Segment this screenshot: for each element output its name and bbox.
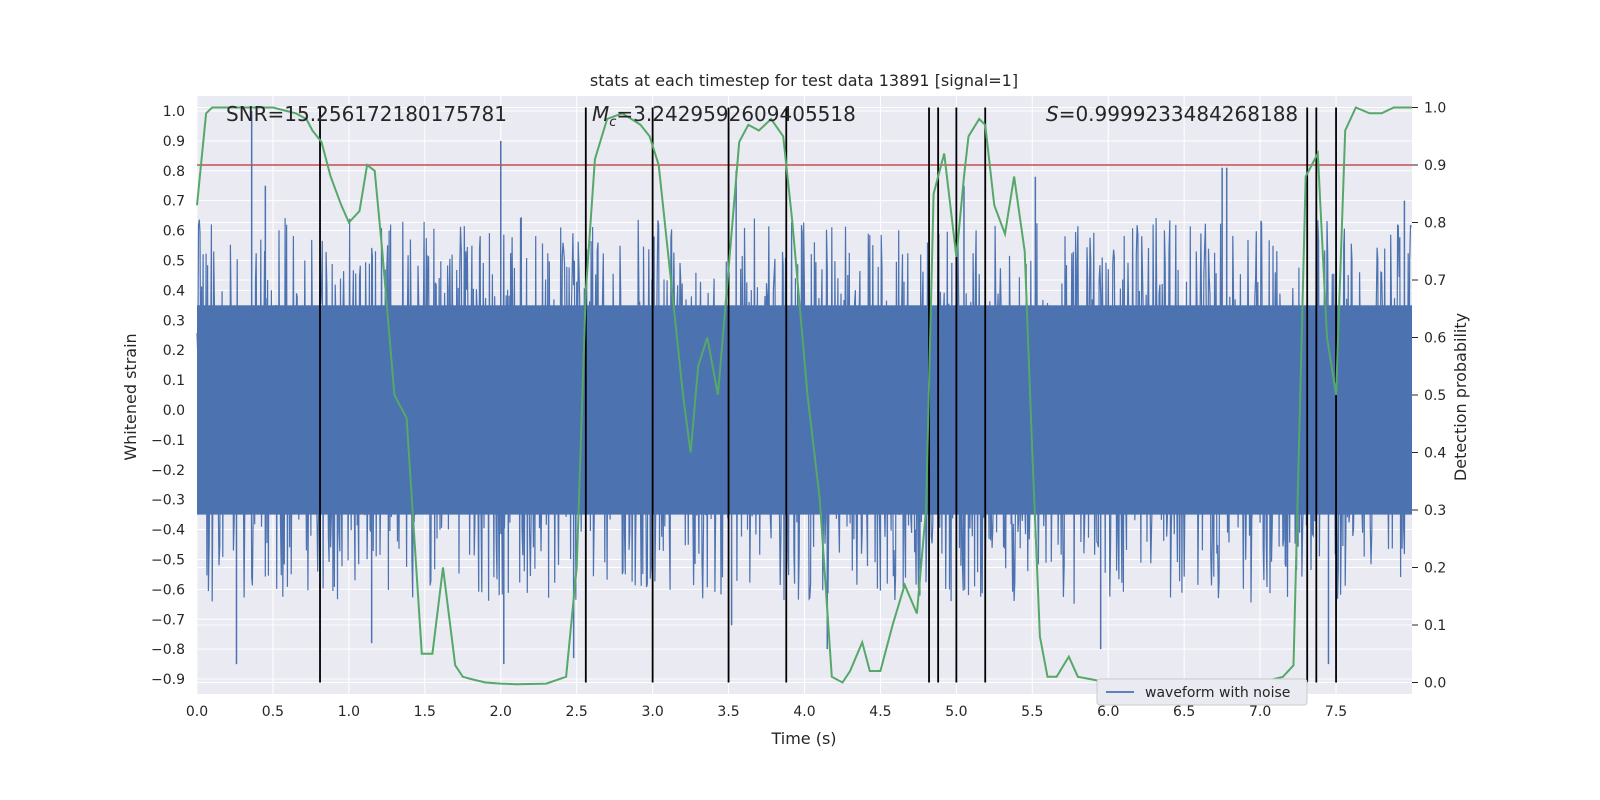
y-tick-label-right: 0.5 xyxy=(1424,388,1446,404)
x-tick-label: 5.0 xyxy=(945,704,967,720)
x-tick-label: 7.5 xyxy=(1325,704,1347,720)
y-tick-label-right: 0.9 xyxy=(1424,158,1446,174)
chart-title: stats at each timestep for test data 138… xyxy=(590,71,1018,90)
y-tick-label-left: 1.0 xyxy=(163,104,185,120)
chirp-mass-annotation: Mc=3.2429592609405518 xyxy=(592,102,856,130)
x-tick-label: 0.0 xyxy=(186,704,208,720)
legend: waveform with noise xyxy=(1096,678,1308,706)
y-tick-label-left: 0.1 xyxy=(163,373,185,389)
y-tick-label-left: −0.8 xyxy=(151,642,185,658)
x-tick-label: 4.5 xyxy=(869,704,891,720)
y-tick-label-right: 0.3 xyxy=(1424,503,1446,519)
y-tick-label-left: 0.0 xyxy=(163,403,185,419)
chirp-mass-symbol: M xyxy=(592,102,609,126)
y-tick-label-left: 0.5 xyxy=(163,253,185,269)
significance-annotation: S=0.9999233484268188 xyxy=(1046,102,1298,126)
legend-waveform-label: waveform with noise xyxy=(1145,685,1290,701)
vertical-markers xyxy=(319,107,1337,683)
y-tick-label-right: 0.0 xyxy=(1424,676,1446,692)
y-tick-label-left: −0.6 xyxy=(151,582,185,598)
x-tick-label: 6.5 xyxy=(1173,704,1195,720)
x-tick-label: 0.5 xyxy=(262,704,284,720)
y-tick-label-right: 0.4 xyxy=(1424,446,1446,462)
y-tick-label-left: −0.3 xyxy=(151,493,185,509)
y-axis-label-left: Whitened strain xyxy=(121,333,140,460)
y-tick-label-left: 0.2 xyxy=(163,343,185,359)
y-tick-label-left: 0.6 xyxy=(163,224,185,240)
x-tick-label: 6.0 xyxy=(1097,704,1119,720)
y-tick-label-left: −0.4 xyxy=(151,523,185,539)
y-tick-label-right: 0.6 xyxy=(1424,331,1446,347)
x-tick-label: 1.5 xyxy=(414,704,436,720)
x-tick-label: 2.5 xyxy=(566,704,588,720)
x-tick-label: 4.0 xyxy=(793,704,815,720)
y-tick-label-left: 0.4 xyxy=(163,283,185,299)
waveform-series xyxy=(196,110,1412,665)
y-tick-label-right: 1.0 xyxy=(1424,101,1446,117)
y-tick-label-left: 0.9 xyxy=(163,134,185,150)
x-axis-label: Time (s) xyxy=(770,729,836,748)
x-tick-label: 7.0 xyxy=(1249,704,1271,720)
y-tick-label-right: 0.1 xyxy=(1424,618,1446,634)
y-tick-label-left: 0.8 xyxy=(163,164,185,180)
waveform-line xyxy=(196,216,1412,604)
y-tick-label-left: −0.1 xyxy=(151,433,185,449)
y-tick-label-left: −0.9 xyxy=(151,672,185,688)
y-tick-label-left: −0.7 xyxy=(151,612,185,628)
y-tick-label-right: 0.2 xyxy=(1424,561,1446,577)
significance-value: =0.9999233484268188 xyxy=(1059,102,1298,126)
y-tick-label-left: 0.3 xyxy=(163,313,185,329)
legend-box xyxy=(1096,678,1308,706)
x-tick-label: 3.0 xyxy=(641,704,663,720)
y-tick-label-left: −0.2 xyxy=(151,463,185,479)
chirp-mass-value: =3.2429592609405518 xyxy=(616,102,855,126)
y-tick-label-right: 0.7 xyxy=(1424,273,1446,289)
y-axis-label-right: Detection probability xyxy=(1451,313,1470,481)
y-tick-label-left: −0.5 xyxy=(151,552,185,568)
significance-symbol: S xyxy=(1046,102,1059,126)
axis-ticks: 0.0 0.5 1.0 1.5 2.0 2.5 3.0 3.5 4.0 4.5 5.0 5.5 6.0 6… xyxy=(151,101,1446,721)
y-tick-label-right: 0.8 xyxy=(1424,216,1446,232)
x-tick-label: 1.0 xyxy=(338,704,360,720)
x-tick-label: 3.5 xyxy=(717,704,739,720)
chirp-mass-subscript: c xyxy=(609,115,616,130)
y-tick-label-left: 0.7 xyxy=(163,194,185,210)
x-tick-label: 5.5 xyxy=(1021,704,1043,720)
x-tick-label: 2.0 xyxy=(490,704,512,720)
snr-annotation: SNR=15.256172180175781 xyxy=(226,102,507,126)
